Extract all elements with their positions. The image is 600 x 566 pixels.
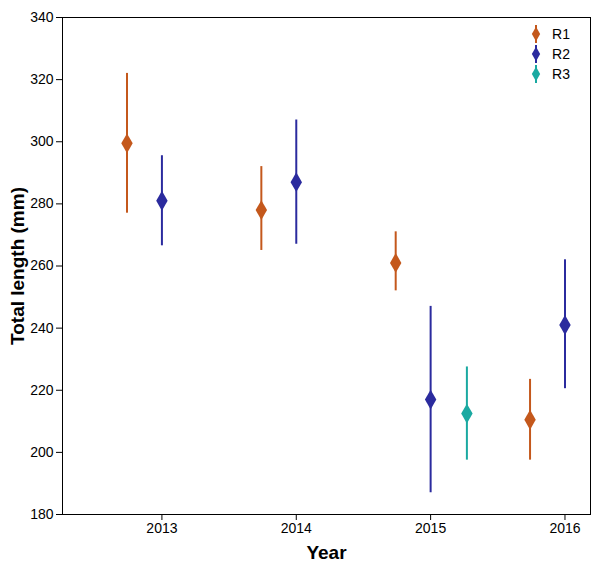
svg-text:260: 260 [30, 257, 54, 273]
html-text:R1: R1 [552, 26, 570, 42]
svg-text:2014: 2014 [281, 520, 312, 536]
svg-text:340: 340 [30, 9, 54, 25]
svg-text:240: 240 [30, 320, 54, 336]
svg-text:320: 320 [30, 71, 54, 87]
svg-text:2016: 2016 [549, 520, 580, 536]
svg-text:300: 300 [30, 133, 54, 149]
svg-text:Year: Year [306, 542, 347, 563]
svg-text:2015: 2015 [415, 520, 446, 536]
html-text:R2: R2 [552, 46, 570, 62]
svg-text:2013: 2013 [146, 520, 177, 536]
svg-text:180: 180 [30, 506, 54, 522]
svg-text:Total length (mm): Total length (mm) [7, 187, 28, 345]
svg-text:220: 220 [30, 382, 54, 398]
svg-text:200: 200 [30, 444, 54, 460]
html-text:R3: R3 [552, 66, 570, 82]
svg-text:280: 280 [30, 195, 54, 211]
